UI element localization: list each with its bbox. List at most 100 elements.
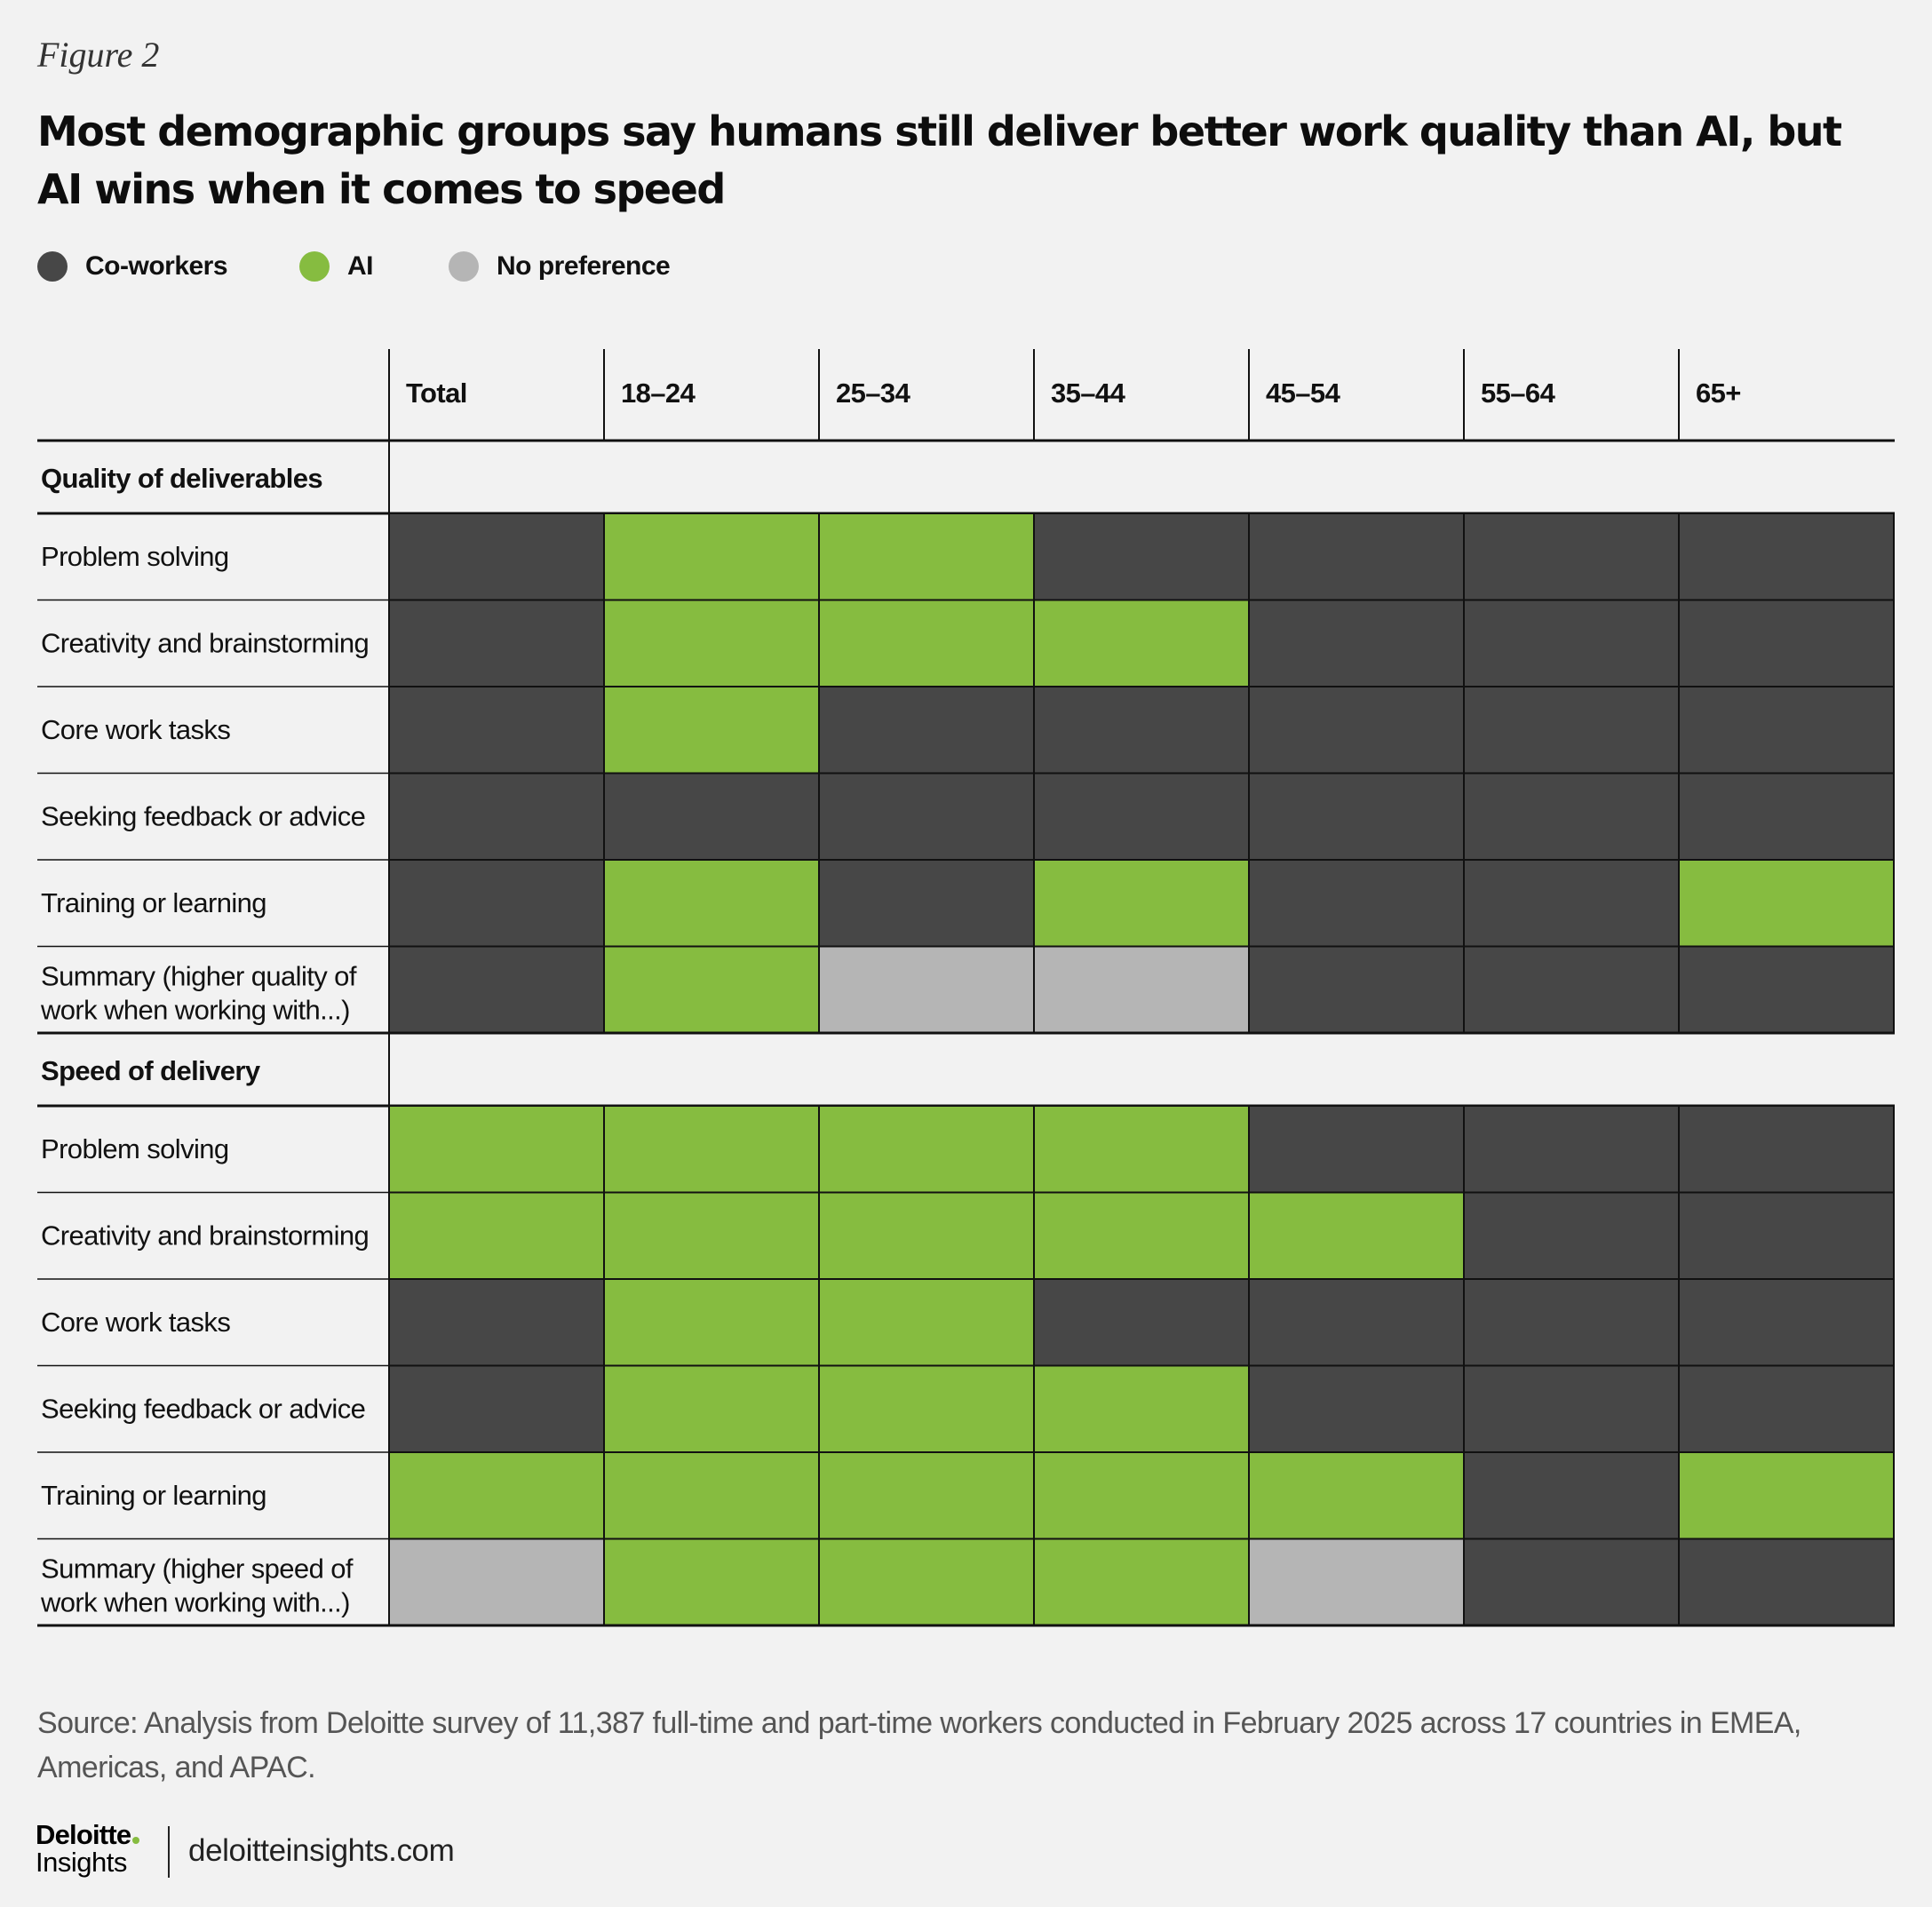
legend-label-no-preference: No preference <box>497 251 671 281</box>
heatmap-cell <box>388 1191 605 1280</box>
heatmap-cell <box>603 1364 820 1453</box>
column-header: 55–64 <box>1481 377 1556 409</box>
legend-label-coworkers: Co-workers <box>85 251 228 281</box>
legend-item-no-preference: No preference <box>449 249 671 284</box>
heatmap-cell <box>818 945 1035 1034</box>
heatmap-cell <box>1033 1451 1250 1540</box>
heatmap-cell <box>1678 1105 1895 1194</box>
heatmap-cell <box>1678 686 1895 775</box>
footer-divider <box>168 1826 170 1878</box>
heatmap-cell <box>1033 945 1250 1034</box>
row-label: Training or learning <box>41 1480 266 1511</box>
row-label: Core work tasks <box>41 1307 230 1338</box>
heatmap-cell <box>818 1278 1035 1367</box>
heatmap-cell <box>1678 1451 1895 1540</box>
row-label: Problem solving <box>41 541 229 572</box>
heatmap-cell <box>1248 772 1465 861</box>
heatmap-cell <box>818 513 1035 601</box>
heatmap-cell <box>1033 1105 1250 1194</box>
heatmap-cell <box>388 686 605 775</box>
heatmap-cell <box>388 513 605 601</box>
heatmap-cell <box>388 1364 605 1453</box>
heatmap-cell <box>818 686 1035 775</box>
heatmap-cell <box>388 859 605 948</box>
row-label: Summary (higher speed of <box>41 1553 354 1585</box>
logo-brand-text: Deloitte <box>36 1819 131 1850</box>
legend-swatch-ai <box>299 251 330 282</box>
heatmap-cell <box>1248 1191 1465 1280</box>
heatmap-cell <box>388 1278 605 1367</box>
heatmap-cell <box>603 686 820 775</box>
heatmap-cell <box>603 859 820 948</box>
section-header: Quality of deliverables <box>41 463 322 494</box>
heatmap-cell <box>1033 859 1250 948</box>
heatmap-cell <box>1248 1538 1465 1626</box>
heatmap-cell <box>1678 1191 1895 1280</box>
heatmap-cell <box>1463 686 1680 775</box>
column-header: 25–34 <box>836 377 911 409</box>
legend-item-ai: AI <box>299 249 374 284</box>
column-header: 65+ <box>1696 377 1741 409</box>
heatmap-cell <box>818 772 1035 861</box>
heatmap-cell <box>1033 1538 1250 1626</box>
heatmap-cell <box>1678 772 1895 861</box>
row-label: Seeking feedback or advice <box>41 801 365 832</box>
heatmap-cell <box>1248 1278 1465 1367</box>
heatmap-cell <box>388 599 605 687</box>
heatmap-cell <box>603 1451 820 1540</box>
heatmap-cell <box>1678 1364 1895 1453</box>
heatmap-cell <box>603 1191 820 1280</box>
heatmap-cell <box>818 1451 1035 1540</box>
legend-label-ai: AI <box>347 251 374 281</box>
legend-item-coworkers: Co-workers <box>37 249 228 284</box>
heatmap-cell <box>818 599 1035 687</box>
heatmap-cell <box>388 1451 605 1540</box>
legend-swatch-no-preference <box>449 251 479 282</box>
heatmap-cell <box>818 859 1035 948</box>
heatmap-cell <box>388 945 605 1034</box>
heatmap-cell <box>603 599 820 687</box>
heatmap-cell <box>1033 599 1250 687</box>
heatmap-cell <box>1678 1538 1895 1626</box>
row-label: Creativity and brainstorming <box>41 628 369 659</box>
heatmap-cell <box>1463 1364 1680 1453</box>
logo-sub-text: Insights <box>36 1847 127 1878</box>
heatmap-cell <box>1678 859 1895 948</box>
heatmap-cell <box>1463 1105 1680 1194</box>
row-label: Summary (higher quality of <box>41 961 357 992</box>
column-header: 18–24 <box>621 377 696 409</box>
heatmap-cell <box>1463 1278 1680 1367</box>
logo-dot <box>132 1837 140 1844</box>
footer-url: deloitteinsights.com <box>188 1833 455 1868</box>
heatmap-cell <box>1678 1278 1895 1367</box>
section-header: Speed of delivery <box>41 1055 261 1086</box>
heatmap-cell <box>1248 513 1465 601</box>
heatmap-cell <box>1033 513 1250 601</box>
chart-title: Most demographic groups say humans still… <box>37 107 1842 213</box>
heatmap-cell <box>1033 686 1250 775</box>
heatmap-cell <box>1463 599 1680 687</box>
heatmap-cell <box>1248 945 1465 1034</box>
legend-swatch-coworkers <box>37 251 68 282</box>
figure-label: Figure 2 <box>37 35 160 75</box>
heatmap-cell <box>1463 1538 1680 1626</box>
heatmap-cell <box>1248 1451 1465 1540</box>
heatmap-cell <box>1033 1278 1250 1367</box>
heatmap-cell <box>388 772 605 861</box>
row-label: Problem solving <box>41 1133 229 1164</box>
heatmap-cell <box>818 1105 1035 1194</box>
heatmap-cell <box>1463 513 1680 601</box>
row-label: Core work tasks <box>41 714 230 745</box>
heatmap-cell <box>818 1538 1035 1626</box>
source-note: Source: Analysis from Deloitte survey of… <box>37 1706 1801 1784</box>
heatmap-cell <box>1033 1191 1250 1280</box>
heatmap-cell <box>1463 945 1680 1034</box>
heatmap-cell <box>1678 599 1895 687</box>
heatmap-cell <box>388 1105 605 1194</box>
heatmap-cell <box>388 1538 605 1626</box>
heatmap-cell <box>1463 772 1680 861</box>
heatmap-cell <box>1033 772 1250 861</box>
heatmap-cell <box>1248 599 1465 687</box>
heatmap-chart: Total 18–24 25–34 35–44 45–54 55–64 65+ Quality… <box>37 349 1895 1627</box>
heatmap-cell <box>1033 1364 1250 1453</box>
